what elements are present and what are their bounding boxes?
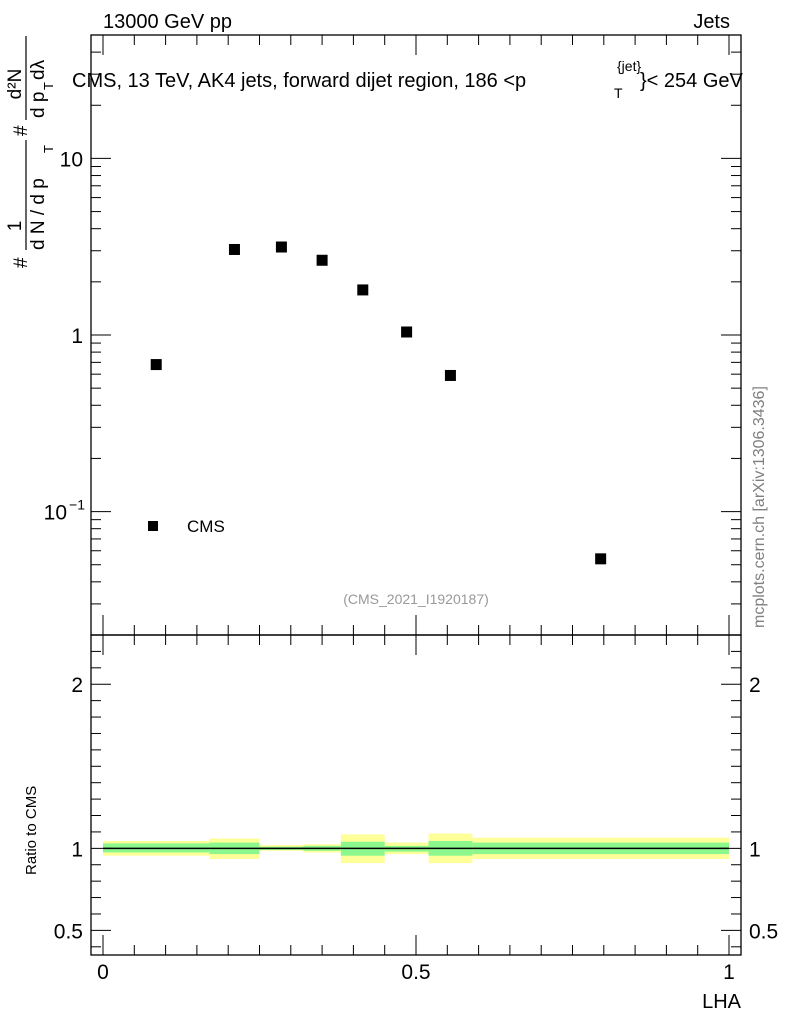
main-title: CMS, 13 TeV, AK4 jets, forward dijet reg… <box>72 58 744 101</box>
data-point <box>150 359 162 371</box>
main-plot-frame <box>90 34 742 636</box>
main-y-tick-label: 10 <box>60 148 83 171</box>
ylabel-frac2-den: d p <box>28 92 49 118</box>
main-y-tick-label: 10 <box>44 502 67 525</box>
ratio-y-tick-label-right: 1 <box>749 838 761 861</box>
main-y-axis-label: # 1 d N / d p T # d²N d p T dλ <box>5 36 56 268</box>
data-point <box>595 553 607 565</box>
ylabel-hash-2: # <box>11 125 32 136</box>
ylabel-hash-1: # <box>11 257 32 268</box>
svg-text:}< 254 GeV: }< 254 GeV <box>640 70 744 92</box>
ylabel-frac2-num: d²N <box>5 69 26 100</box>
ylabel-frac-num: 1 <box>5 221 26 232</box>
ratio-y-tick-label-left: 2 <box>71 674 83 697</box>
svg-text:CMS, 13 TeV, AK4 jets, forward: CMS, 13 TeV, AK4 jets, forward dijet reg… <box>72 70 526 92</box>
data-point <box>316 254 328 266</box>
title-main: CMS, 13 TeV, AK4 jets, forward dijet reg… <box>72 70 526 92</box>
ratio-plot-frame <box>90 634 742 956</box>
ratio-ticks <box>91 635 741 955</box>
analysis-reference: (CMS_2021_I1920187) <box>343 591 489 607</box>
svg-text:{jet}: {jet} <box>617 58 641 74</box>
ratio-y-tick-label-right: 2 <box>749 674 761 697</box>
x-tick-label: 0 <box>97 961 109 984</box>
x-tick-label: 0.5 <box>401 961 430 984</box>
data-point <box>275 241 287 253</box>
ratio-y-tick-label-left: 0.5 <box>54 920 83 943</box>
data-point <box>401 326 413 338</box>
ratio-y-tick-label-right: 0.5 <box>749 920 778 943</box>
header-right: Jets <box>693 11 730 33</box>
ratio-y-tick-label-left: 1 <box>71 838 83 861</box>
main-ticks <box>91 34 741 636</box>
legend-label: CMS <box>187 517 225 536</box>
title-sup: {jet} <box>617 58 641 74</box>
ylabel-frac-den: d N / d p <box>28 178 49 250</box>
legend-marker <box>148 521 158 531</box>
ratio-tick-labels: 0.5 0.5 1 1 2 2 0 0.5 1 <box>54 674 778 984</box>
data-point <box>228 243 240 255</box>
data-point <box>357 284 369 296</box>
main-y-tick-label: 1 <box>71 325 83 348</box>
ylabel-frac2-den-sub: T <box>41 82 56 90</box>
svg-text:T: T <box>614 85 623 101</box>
x-tick-label: 1 <box>723 961 735 984</box>
title-sub: T <box>614 85 623 101</box>
header-left: 13000 GeV pp <box>103 11 232 33</box>
ratio-y-axis-label: Ratio to CMS <box>23 786 40 875</box>
ylabel-frac-den-sub: T <box>41 145 56 153</box>
ylabel-frac2-den-tail: dλ <box>28 59 49 80</box>
main-y-tick-label-exponent: −1 <box>69 497 85 513</box>
main-data-points <box>150 241 607 565</box>
data-point <box>444 369 456 381</box>
x-axis-label: LHA <box>702 991 742 1013</box>
title-tail: }< 254 GeV <box>640 70 744 92</box>
side-label: mcplots.cern.ch [arXiv:1306.3436] <box>751 386 768 628</box>
